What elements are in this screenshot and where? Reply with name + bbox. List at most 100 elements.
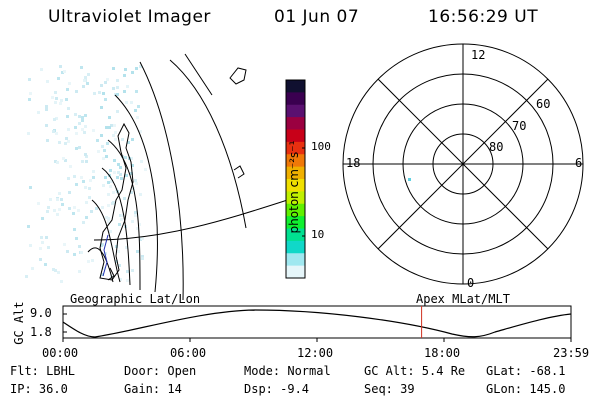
colorbar-band [286,117,305,131]
uv-pixel [112,134,115,137]
uv-pixel [25,275,28,278]
altitude-curve [62,309,572,338]
uv-pixel [101,145,104,148]
uv-pixel [116,176,119,179]
colorbar-scale [286,80,305,279]
uv-pixel [80,251,83,254]
altitude-tick-1-8: 1.8 [30,325,52,339]
uv-pixel [47,246,50,249]
uv-pixel [86,82,89,85]
uv-pixel [68,207,71,210]
uv-pixel [127,141,130,144]
uv-pixel [124,68,127,71]
uv-pixel [126,85,129,88]
uv-pixel [56,213,59,216]
uv-pixel [46,80,49,83]
uv-pixel [82,85,85,88]
uv-pixel [125,101,128,104]
uv-pixel [130,157,133,160]
uv-pixel [66,250,69,253]
uv-pixel [144,168,147,171]
uv-pixel [75,90,78,93]
uv-pixel [85,201,88,204]
uv-pixel [109,185,112,188]
uv-pixel [75,132,78,135]
uv-pixel [59,102,62,105]
uv-pixel [53,209,56,212]
time-tick-00: 00:00 [42,346,79,360]
uv-pixel [104,176,107,179]
uv-pixel [108,126,111,129]
status-seq: Seq: 39 [364,382,415,396]
status-door: Door: Open [124,364,197,378]
uv-pixel [103,149,106,152]
uv-pixel [106,78,109,81]
uv-pixel [83,131,86,134]
uv-pixel [40,68,43,71]
uv-pixel [54,269,57,272]
mlat-label-70: 70 [512,119,527,133]
uv-pixel [40,236,43,239]
uv-pixel [114,131,117,134]
uv-pixel [54,160,57,163]
status-glat: GLat: -68.1 [486,364,566,378]
uv-pixel [121,138,124,141]
mlt-label-6: 6 [575,156,583,170]
uv-pixel [121,214,124,217]
uv-pixel [135,182,138,185]
uv-pixel [123,74,126,77]
uv-pixel [131,164,134,167]
uv-pixel [51,96,54,99]
uv-pixel [107,220,110,223]
uv-pixel [100,106,103,109]
uv-pixel [29,186,32,189]
uv-pixel [112,191,115,194]
uv-pixel [64,159,67,162]
uv-pixel [81,116,84,119]
uv-pixel [57,77,60,80]
uv-pixel [134,109,137,112]
uv-pixel [139,193,142,196]
uv-pixel [119,214,122,217]
uv-pixel [73,228,76,231]
uv-pixel [41,217,44,220]
uv-pixel [117,163,120,166]
mlt-label-18: 18 [346,156,361,170]
uv-pixel [61,71,64,74]
uv-pixel [117,171,120,174]
uv-pixel [134,214,137,217]
uv-pixel [141,257,144,260]
uv-pixel [46,139,49,142]
time-tick-2359: 23:59 [553,346,590,360]
uv-pixel [105,216,108,219]
uv-pixel [68,191,71,194]
uv-pixel [88,196,91,199]
uv-pixel [66,115,69,118]
colorbar-tick-label-100: 100 [311,140,331,153]
uv-pixel [136,116,139,119]
uv-pixel [78,122,81,125]
uv-pixel [134,211,137,214]
uv-pixel [56,161,59,164]
uv-pixel [67,128,70,131]
uv-pixel [92,129,95,132]
uv-pixel [39,247,42,250]
uv-pixel [61,203,64,206]
uv-pixel [58,192,61,195]
uv-pixel [52,130,55,133]
colorbar-band [286,253,305,267]
uv-pixel [78,245,81,248]
colorbar-frame [285,79,306,279]
uv-pixel [116,86,119,89]
uv-pixel [60,280,63,283]
uv-pixel [116,110,119,113]
status-filter: Flt: LBHL [10,364,76,378]
uv-pixel [119,166,122,169]
time-tick-18: 18:00 [424,346,461,360]
uv-pixel [47,206,50,209]
uv-pixel [31,267,34,270]
uv-pixel [45,124,48,127]
uv-pixel [39,258,42,261]
